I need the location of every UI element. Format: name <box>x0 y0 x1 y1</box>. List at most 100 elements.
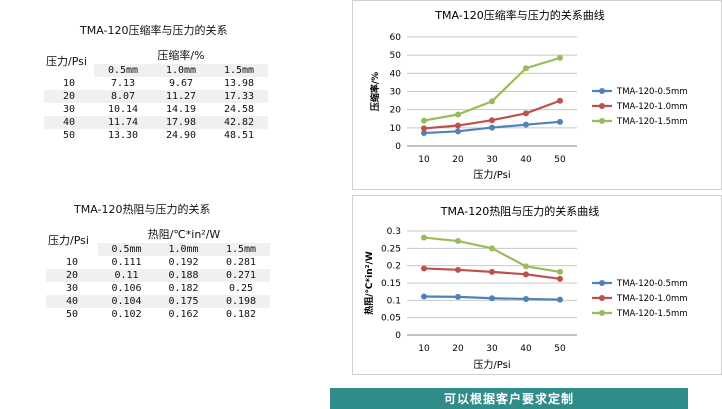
value-cell: 0.271 <box>212 269 270 282</box>
table-row: 30 10.14 14.19 24.58 <box>44 103 268 116</box>
data-point <box>557 118 563 125</box>
y-tick-label: 60 <box>390 33 402 43</box>
data-point <box>523 65 529 72</box>
x-tick-label: 20 <box>452 344 464 354</box>
value-cell: 24.58 <box>223 104 255 115</box>
pressure-header: 压力/Psi <box>48 234 89 247</box>
data-point <box>489 124 495 131</box>
data-point <box>557 275 563 282</box>
legend-marker <box>599 310 605 316</box>
column-header: 1.0mm <box>155 243 212 256</box>
data-point <box>489 268 495 275</box>
value-cell: 0.104 <box>98 295 155 308</box>
table-row: 40 11.74 17.98 42.82 <box>44 116 268 129</box>
data-point <box>455 128 461 135</box>
value-cell: 0.111 <box>111 257 142 268</box>
data-point <box>489 245 495 252</box>
y-tick-label: 20 <box>390 106 402 116</box>
y-tick-label: 0.3 <box>387 227 401 237</box>
data-point <box>455 122 461 129</box>
x-tick-label: 50 <box>554 155 566 165</box>
value-cell: 0.198 <box>212 295 270 308</box>
x-tick-label: 30 <box>486 155 498 165</box>
data-point <box>523 110 529 117</box>
pressure-cell: 30 <box>62 104 76 115</box>
pressure-cell: 20 <box>44 90 94 103</box>
y-tick-label: 0.2 <box>387 262 401 272</box>
column-header: 0.5mm <box>98 243 155 256</box>
column-header: 1.0mm <box>152 64 210 77</box>
table-row: 40 0.104 0.175 0.198 <box>46 295 270 308</box>
thermal-group-header: 热阻/℃*in²/W <box>147 227 221 241</box>
y-axis-label: 压缩率/% <box>369 72 381 111</box>
legend-marker <box>599 103 605 109</box>
y-tick-label: 0.15 <box>381 279 401 289</box>
legend-marker <box>599 88 605 94</box>
data-point <box>421 117 427 124</box>
data-point <box>489 117 495 124</box>
data-point <box>523 263 529 270</box>
value-cell: 0.192 <box>168 257 199 268</box>
value-cell: 11.74 <box>94 116 152 129</box>
data-point <box>557 54 563 61</box>
chart-frame <box>352 195 722 375</box>
legend-marker <box>599 280 605 286</box>
value-cell: 0.11 <box>98 269 155 282</box>
data-point <box>523 295 529 302</box>
compression-table: 压力/Psi 压缩率/% 0.5mm 1.0mm 1.5mm 10 7.13 9.6… <box>44 46 268 142</box>
value-cell: 0.188 <box>155 269 212 282</box>
legend-label: TMA-120-0.5mm <box>616 87 688 97</box>
table-row: 10 0.111 0.192 0.281 <box>46 256 270 269</box>
column-header: 0.5mm <box>94 64 152 77</box>
value-cell: 17.33 <box>210 90 268 103</box>
value-cell: 0.281 <box>225 257 257 268</box>
value-cell: 0.182 <box>168 283 199 294</box>
pressure-cell: 50 <box>62 130 76 141</box>
value-cell: 0.25 <box>228 283 254 294</box>
x-tick-label: 40 <box>520 155 532 165</box>
x-axis-label: 压力/Psi <box>473 168 510 181</box>
value-cell: 11.27 <box>152 90 210 103</box>
chart-title: TMA-120压缩率与压力的关系曲线 <box>434 8 604 22</box>
y-tick-label: 50 <box>390 51 402 61</box>
data-point <box>557 268 563 275</box>
data-point <box>557 296 563 303</box>
value-cell: 42.82 <box>210 116 268 129</box>
data-point <box>455 238 461 245</box>
data-point <box>421 125 427 132</box>
customization-banner: 可以根据客户要求定制 <box>330 388 688 409</box>
x-tick-label: 30 <box>486 344 498 354</box>
y-tick-label: 0.1 <box>387 296 401 306</box>
thermal-resistance-table: 压力/Psi 热阻/℃*in²/W 0.5mm 1.0mm 1.5mm 10 0.… <box>46 225 270 321</box>
data-point <box>455 266 461 273</box>
table-row: 30 0.106 0.182 0.25 <box>46 282 270 295</box>
legend-marker <box>599 295 605 301</box>
pressure-cell: 40 <box>44 116 94 129</box>
x-tick-label: 10 <box>418 155 430 165</box>
data-point <box>421 265 427 272</box>
y-tick-label: 0.25 <box>381 244 401 254</box>
legend-label: TMA-120-0.5mm <box>616 279 688 289</box>
y-tick-label: 0.05 <box>381 314 401 324</box>
data-point <box>455 111 461 118</box>
pressure-cell: 10 <box>65 257 79 268</box>
value-cell: 14.19 <box>165 104 197 115</box>
compression-chart: TMA-120压缩率与压力的关系曲线 0 10 20 30 40 50 60 10 20 30 40 5… <box>352 0 722 190</box>
x-axis-label: 压力/Psi <box>473 358 510 371</box>
x-tick-label: 10 <box>418 344 430 354</box>
compression-group-header: 压缩率/% <box>157 48 205 62</box>
data-point <box>421 293 427 300</box>
value-cell: 0.182 <box>225 309 257 320</box>
chart-frame <box>352 0 722 190</box>
value-cell: 8.07 <box>94 90 152 103</box>
chart-title: TMA-120热阻与压力的关系曲线 <box>440 204 599 218</box>
table-1-title: TMA-120压缩率与压力的关系 <box>80 24 228 37</box>
value-cell: 17.98 <box>152 116 210 129</box>
legend-label: TMA-120-1.0mm <box>616 294 688 304</box>
data-point <box>557 97 563 104</box>
table-2-title: TMA-120热阻与压力的关系 <box>74 203 211 216</box>
table-row: 20 8.07 11.27 17.33 <box>44 90 268 103</box>
table-row: 50 13.30 24.90 48.51 <box>44 129 268 142</box>
legend-marker <box>599 118 605 124</box>
value-cell: 0.175 <box>155 295 212 308</box>
